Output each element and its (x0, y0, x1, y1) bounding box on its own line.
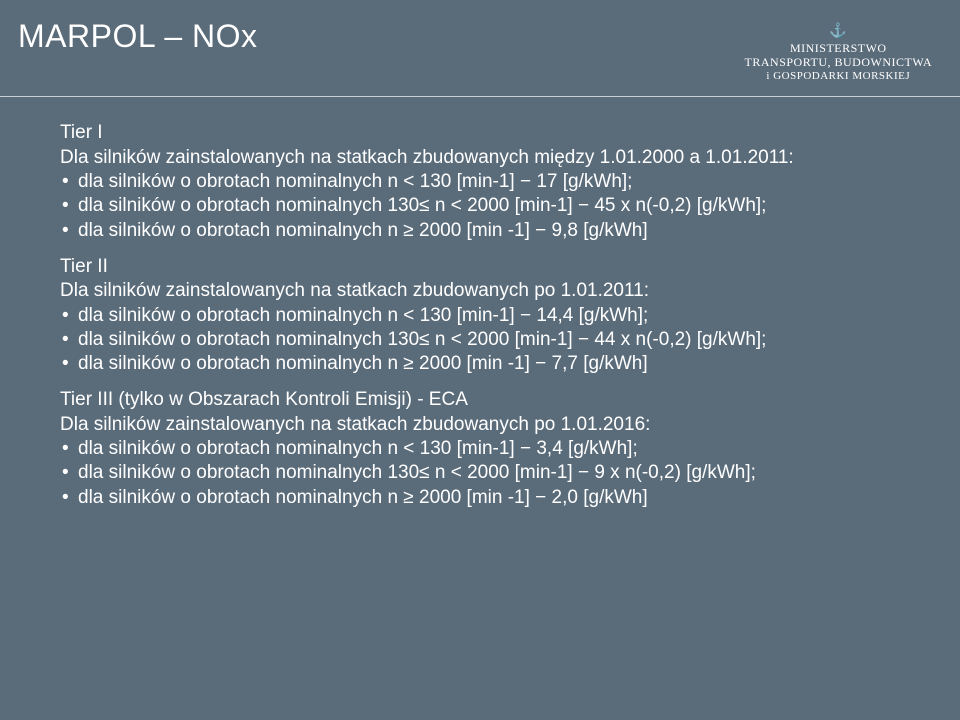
tier1-sub: Dla silników zainstalowanych na statkach… (60, 146, 920, 170)
tier1-bullets: dla silników o obrotach nominalnych n < … (60, 170, 920, 243)
emblem-icon: ⚓ (745, 24, 932, 40)
list-item: dla silników o obrotach nominalnych 130≤… (60, 461, 920, 485)
list-item: dla silników o obrotach nominalnych n < … (60, 304, 920, 328)
tier2-head: Tier II (60, 255, 920, 279)
tier1-head: Tier I (60, 121, 920, 145)
list-item: dla silników o obrotach nominalnych n ≥ … (60, 352, 920, 376)
list-item: dla silników o obrotach nominalnych n < … (60, 437, 920, 461)
slide-header: MARPOL – NOx ⚓ MINISTERSTWO TRANSPORTU, … (0, 0, 960, 90)
list-item: dla silników o obrotach nominalnych n ≥ … (60, 486, 920, 510)
tier3-block: Tier III (tylko w Obszarach Kontroli Emi… (60, 388, 920, 510)
tier3-bullets: dla silników o obrotach nominalnych n < … (60, 437, 920, 510)
tier2-sub: Dla silników zainstalowanych na statkach… (60, 279, 920, 303)
slide-title: MARPOL – NOx (18, 18, 258, 55)
ministry-line1: MINISTERSTWO (745, 42, 932, 56)
list-item: dla silników o obrotach nominalnych 130≤… (60, 194, 920, 218)
list-item: dla silników o obrotach nominalnych n ≥ … (60, 219, 920, 243)
tier2-block: Tier II Dla silników zainstalowanych na … (60, 255, 920, 377)
slide-content: Tier I Dla silników zainstalowanych na s… (0, 97, 960, 540)
ministry-line3: i GOSPODARKI MORSKIEJ (745, 70, 932, 83)
tier1-block: Tier I Dla silników zainstalowanych na s… (60, 121, 920, 243)
list-item: dla silników o obrotach nominalnych n < … (60, 170, 920, 194)
ministry-block: ⚓ MINISTERSTWO TRANSPORTU, BUDOWNICTWA i… (745, 18, 932, 82)
ministry-line2: TRANSPORTU, BUDOWNICTWA (745, 56, 932, 70)
list-item: dla silników o obrotach nominalnych 130≤… (60, 328, 920, 352)
tier3-sub: Dla silników zainstalowanych na statkach… (60, 413, 920, 437)
tier3-head: Tier III (tylko w Obszarach Kontroli Emi… (60, 388, 920, 412)
tier2-bullets: dla silników o obrotach nominalnych n < … (60, 304, 920, 377)
